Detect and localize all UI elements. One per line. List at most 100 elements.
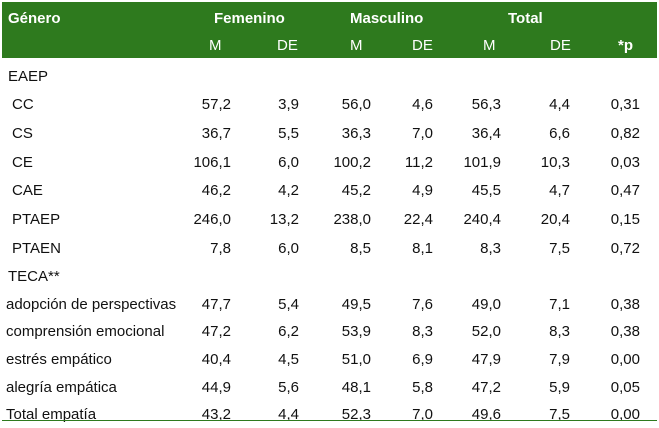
cell-value: 49,0 — [471, 296, 501, 313]
header-genero: Género — [8, 10, 61, 27]
header-fem-m: M — [209, 37, 222, 54]
header-total: Total — [508, 10, 543, 27]
cell-value: 0,05 — [610, 379, 640, 396]
cell-value: 246,0 — [193, 211, 231, 228]
cell-value: 43,2 — [201, 406, 231, 423]
cell-value: 51,0 — [341, 351, 371, 368]
cell-value: 49,5 — [341, 296, 371, 313]
table-row: Total empatía 43,2 4,4 52,3 7,0 49,6 7,5 0,00 — [2, 400, 657, 428]
cell-value: 0,38 — [610, 296, 640, 313]
table-row: CC 57,2 3,9 56,0 4,6 56,3 4,4 0,31 — [2, 90, 657, 118]
section-title: EAEP — [8, 68, 49, 85]
row-label: comprensión emocional — [6, 323, 165, 340]
cell-value: 6,2 — [278, 323, 299, 340]
cell-value: 7,5 — [549, 406, 570, 423]
cell-value: 6,0 — [278, 240, 299, 257]
cell-value: 36,3 — [341, 125, 371, 142]
cell-value: 100,2 — [333, 154, 371, 171]
cell-value: 5,6 — [278, 379, 299, 396]
cell-value: 36,7 — [201, 125, 231, 142]
header-tot-de: DE — [550, 37, 571, 54]
row-label: CS — [12, 125, 33, 142]
cell-value: 106,1 — [193, 154, 231, 171]
header-mas-m: M — [350, 37, 363, 54]
cell-value: 11,2 — [404, 154, 433, 171]
cell-value: 8,1 — [412, 240, 433, 257]
table-row: PTAEP 246,0 13,2 238,0 22,4 240,4 20,4 0,15 — [2, 205, 657, 233]
cell-value: 3,9 — [278, 96, 299, 113]
cell-value: 4,4 — [278, 406, 299, 423]
cell-value: 4,5 — [278, 351, 299, 368]
cell-value: 4,9 — [412, 182, 433, 199]
table-row: CAE 46,2 4,2 45,2 4,9 45,5 4,7 0,47 — [2, 176, 657, 204]
row-label: alegría empática — [6, 379, 117, 396]
cell-value: 47,7 — [201, 296, 231, 313]
table-row: alegría empática 44,9 5,6 48,1 5,8 47,2 5,9 0,0… — [2, 373, 657, 401]
cell-value: 238,0 — [333, 211, 371, 228]
cell-value: 7,0 — [412, 406, 433, 423]
cell-value: 5,4 — [278, 296, 299, 313]
cell-value: 56,0 — [341, 96, 371, 113]
cell-value: 0,82 — [610, 125, 640, 142]
cell-value: 0,31 — [610, 96, 640, 113]
header-p: *p — [618, 37, 633, 54]
row-label: PTAEP — [12, 211, 61, 228]
table-header: Género Femenino Masculino Total M DE M D… — [2, 2, 657, 58]
row-label: adopción de perspectivas — [6, 296, 177, 313]
cell-value: 52,0 — [471, 323, 501, 340]
cell-value: 7,8 — [210, 240, 231, 257]
cell-value: 7,6 — [412, 296, 433, 313]
cell-value: 56,3 — [471, 96, 501, 113]
cell-value: 8,3 — [412, 323, 433, 340]
cell-value: 4,2 — [278, 182, 299, 199]
cell-value: 4,4 — [549, 96, 570, 113]
cell-value: 101,9 — [463, 154, 501, 171]
cell-value: 45,2 — [341, 182, 371, 199]
cell-value: 0,00 — [610, 406, 640, 423]
cell-value: 5,8 — [412, 379, 433, 396]
cell-value: 13,2 — [269, 211, 299, 228]
cell-value: 36,4 — [471, 125, 501, 142]
cell-value: 8,5 — [350, 240, 371, 257]
cell-value: 10,3 — [540, 154, 570, 171]
section-title-row: EAEP — [2, 62, 657, 90]
table-row: PTAEN 7,8 6,0 8,5 8,1 8,3 7,5 0,72 — [2, 234, 657, 262]
cell-value: 6,6 — [549, 125, 570, 142]
cell-value: 7,1 — [549, 296, 570, 313]
bottom-rule — [2, 420, 657, 421]
cell-value: 6,0 — [278, 154, 299, 171]
header-tot-m: M — [483, 37, 496, 54]
table-row: CE 106,1 6,0 100,2 11,2 101,9 10,3 0,03 — [2, 148, 657, 176]
row-label: Total empatía — [6, 406, 97, 423]
cell-value: 0,38 — [610, 323, 640, 340]
table-row: comprensión emocional 47,2 6,2 53,9 8,3 52,0 8… — [2, 317, 657, 345]
section-title-row: TECA** — [2, 262, 657, 290]
cell-value: 4,7 — [549, 182, 570, 199]
cell-value: 0,03 — [610, 154, 640, 171]
results-table: Género Femenino Masculino Total M DE M D… — [2, 2, 657, 423]
cell-value: 8,3 — [480, 240, 501, 257]
cell-value: 0,72 — [610, 240, 640, 257]
cell-value: 8,3 — [549, 323, 570, 340]
header-mas-de: DE — [412, 37, 433, 54]
cell-value: 53,9 — [341, 323, 371, 340]
cell-value: 4,6 — [412, 96, 433, 113]
cell-value: 48,1 — [341, 379, 371, 396]
header-fem-de: DE — [277, 37, 298, 54]
row-label: CE — [12, 154, 33, 171]
cell-value: 46,2 — [201, 182, 231, 199]
cell-value: 44,9 — [201, 379, 231, 396]
section-title: TECA** — [8, 268, 60, 285]
cell-value: 7,5 — [549, 240, 570, 257]
cell-value: 47,9 — [471, 351, 501, 368]
cell-value: 0,15 — [610, 211, 640, 228]
table-row: estrés empático 40,4 4,5 51,0 6,9 47,9 7,9 0,00 — [2, 345, 657, 373]
cell-value: 5,5 — [278, 125, 299, 142]
cell-value: 6,9 — [412, 351, 433, 368]
cell-value: 52,3 — [341, 406, 371, 423]
cell-value: 47,2 — [201, 323, 231, 340]
row-label: estrés empático — [6, 351, 112, 368]
header-masculino: Masculino — [350, 10, 424, 27]
cell-value: 7,9 — [549, 351, 570, 368]
cell-value: 49,6 — [471, 406, 501, 423]
